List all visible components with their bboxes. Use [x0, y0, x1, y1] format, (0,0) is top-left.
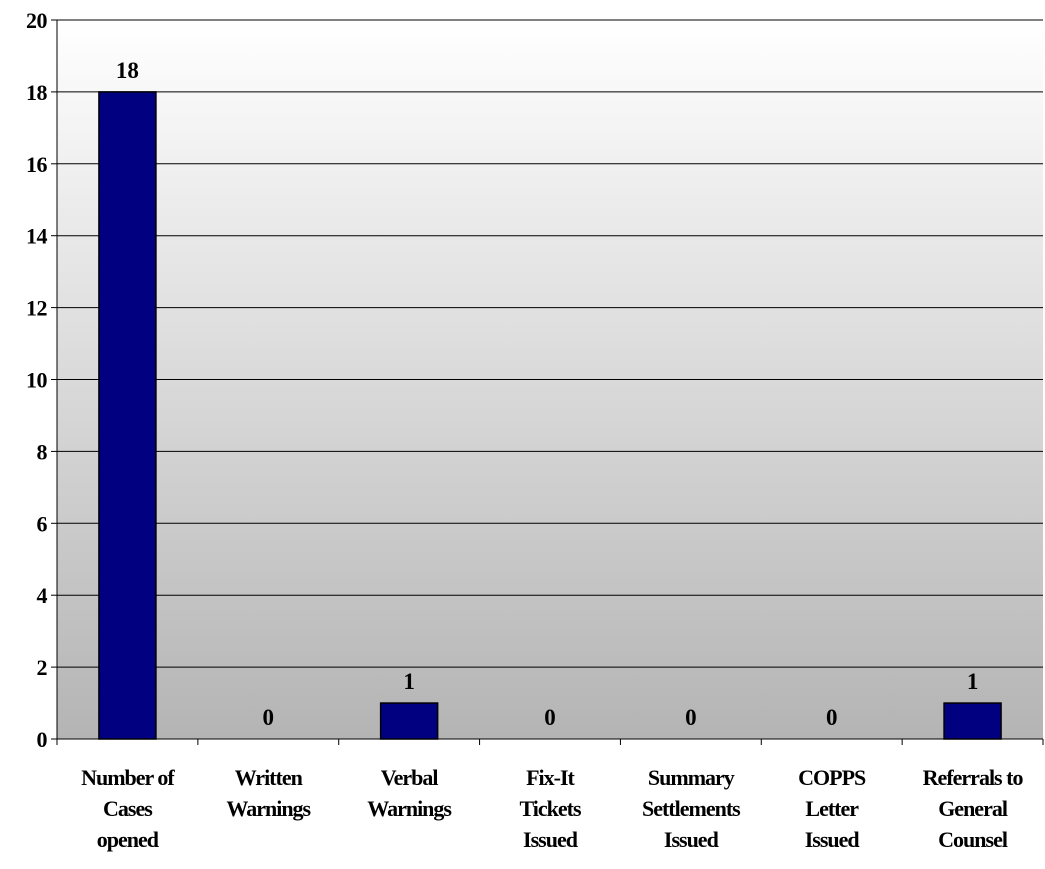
data-labels: 18 0 1 0 0 0 1 [116, 58, 978, 730]
axes [51, 19, 1044, 745]
y-tick-label: 0 [37, 727, 48, 752]
data-label: 1 [403, 669, 415, 694]
data-label: 0 [544, 705, 556, 730]
y-tick-label: 16 [26, 152, 48, 177]
y-tick-label: 6 [37, 511, 48, 536]
y-axis-tick-labels: 0 2 4 6 8 10 12 14 16 18 20 [26, 8, 48, 752]
x-category-label: Summary Settlements Issued [642, 765, 741, 852]
x-category-label: Written Warnings [226, 765, 311, 821]
data-label: 18 [116, 58, 139, 83]
x-category-label: Referrals to General Counsel [923, 765, 1024, 852]
y-tick-label: 20 [26, 8, 48, 33]
y-tick-label: 18 [26, 80, 48, 105]
y-tick-label: 14 [26, 224, 48, 249]
bars [98, 91, 1002, 740]
x-category-label: Verbal Warnings [367, 765, 452, 821]
y-tick-label: 8 [37, 439, 48, 464]
data-label: 1 [967, 669, 979, 694]
data-label: 0 [263, 705, 275, 730]
x-category-label: Fix-It Tickets Issued [519, 765, 581, 852]
bar [379, 702, 439, 740]
x-category-label: COPPS Letter Issued [798, 765, 866, 852]
y-tick-label: 12 [26, 296, 48, 321]
y-tick-label: 2 [37, 655, 48, 680]
x-category-label: Number of Cases opened [81, 765, 175, 852]
y-tick-label: 10 [26, 368, 48, 393]
bar [98, 91, 157, 740]
x-axis-category-labels: Number of Cases opened Written Warnings Verba… [81, 765, 1024, 852]
bar [943, 702, 1002, 740]
gridlines [57, 19, 1043, 668]
data-label: 0 [685, 705, 697, 730]
y-tick-label: 4 [37, 583, 48, 608]
data-label: 0 [826, 705, 838, 730]
